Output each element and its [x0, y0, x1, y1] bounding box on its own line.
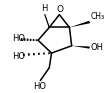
Polygon shape [72, 46, 90, 49]
Polygon shape [69, 21, 90, 27]
Text: OH: OH [91, 43, 104, 52]
Text: HO: HO [33, 82, 46, 91]
Text: H: H [42, 4, 48, 13]
Text: HO: HO [12, 34, 25, 43]
Text: HO: HO [12, 52, 25, 61]
Text: O: O [56, 5, 63, 14]
Text: CH₃: CH₃ [91, 12, 105, 21]
